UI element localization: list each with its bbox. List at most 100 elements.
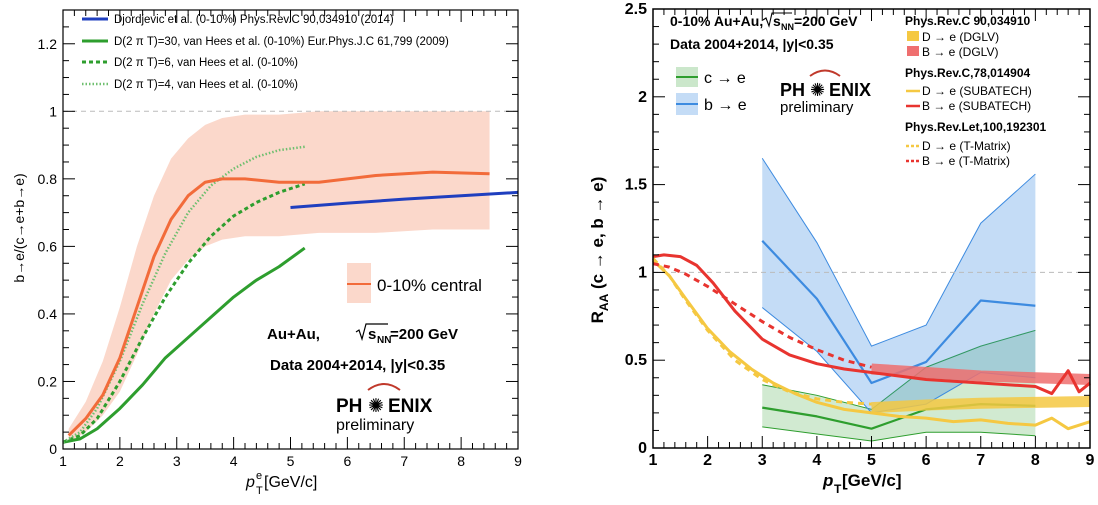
legend-label: Djordjevic et al. (0-10%) Phys.Rev.C 90,… bbox=[114, 14, 394, 26]
series-line bbox=[62, 182, 306, 444]
annotation-s: s bbox=[368, 326, 376, 343]
annotation-nn: NN bbox=[377, 335, 391, 346]
x-axis-title-sub: T bbox=[834, 482, 842, 496]
x-tick-label: 6 bbox=[343, 453, 351, 469]
series-line bbox=[651, 259, 1091, 431]
x-axis-title: p bbox=[822, 471, 833, 490]
series-line bbox=[290, 190, 519, 210]
uncertainty-band bbox=[68, 111, 490, 443]
annotation-nn: NN bbox=[781, 22, 794, 32]
y-axis-title: RAA (c → e, b → e) bbox=[588, 177, 611, 324]
y-tick-label: 0.8 bbox=[38, 171, 58, 187]
x-axis-title-unit: [GeV/c] bbox=[842, 471, 902, 490]
legend-label: c → e bbox=[704, 70, 746, 87]
annotation: 0-10% Au+Au, s NN =200 GeV Data 2004+201… bbox=[670, 12, 858, 52]
y-tick-label: 0.4 bbox=[38, 306, 58, 322]
x-tick-label: 9 bbox=[514, 453, 522, 469]
annotation-data: Data 2004+2014, |y|<0.35 bbox=[270, 357, 445, 374]
y-tick-label: 0.6 bbox=[38, 238, 58, 254]
x-tick-label: 1 bbox=[649, 452, 658, 469]
logo-sub: preliminary bbox=[780, 99, 854, 116]
legend-label: D(2 π T)=30, van Hees et al. (0-10%) Eur… bbox=[114, 36, 449, 48]
legend-label: 0-10% central bbox=[377, 276, 482, 295]
x-tick-label: 6 bbox=[922, 452, 931, 469]
legend-label: B → e (DGLV) bbox=[922, 45, 998, 59]
logo-left: PH bbox=[336, 396, 362, 417]
band-edge bbox=[761, 157, 1036, 347]
reference-tmatrix: Phys.Rev.Let,100,192301 bbox=[905, 120, 1047, 134]
legend-label: D → e (T-Matrix) bbox=[922, 139, 1011, 153]
legend-swatch bbox=[907, 31, 919, 41]
x-axis-title-unit: [GeV/c] bbox=[264, 474, 317, 491]
series-line bbox=[67, 170, 490, 437]
y-tick-label: 0 bbox=[49, 441, 57, 457]
phenix-logo: PH ✺ ENIX preliminary bbox=[336, 383, 433, 434]
logo-arc bbox=[367, 383, 401, 391]
logo-left: PH bbox=[780, 80, 805, 100]
annotation-energy: =200 GeV bbox=[794, 13, 858, 29]
y-tick-label: 0.2 bbox=[38, 373, 58, 389]
legend-label: B → e (T-Matrix) bbox=[922, 154, 1010, 168]
y-tick-label: 2.5 bbox=[625, 1, 647, 18]
y-tick-label: 1.5 bbox=[625, 177, 647, 194]
series-line bbox=[871, 363, 1091, 386]
y-tick-label: 0 bbox=[638, 440, 647, 457]
legend-label: D → e (SUBATECH) bbox=[922, 84, 1032, 98]
series-line bbox=[62, 246, 306, 444]
x-tick-label: 9 bbox=[1086, 452, 1095, 469]
x-tick-label: 7 bbox=[976, 452, 985, 469]
starburst-icon: ✺ bbox=[810, 80, 825, 100]
uncertainty-band bbox=[762, 330, 1036, 441]
legend-label: D → e (DGLV) bbox=[922, 30, 999, 44]
reference-subatech: Phys.Rev.C,78,014904 bbox=[905, 66, 1031, 80]
legend-label: D(2 π T)=4, van Hees et al. (0-10%) bbox=[114, 79, 298, 91]
annotation-s: s bbox=[773, 13, 781, 29]
x-axis-title-sup: e bbox=[256, 470, 262, 482]
legend-label: b → e bbox=[704, 97, 747, 114]
legend-label: D(2 π T)=6, van Hees et al. (0-10%) bbox=[114, 57, 298, 69]
left-chart: 1 2 3 4 5 6 7 8 9 0 0.2 0.4 0.6 0.8 1 1.2 Djordjevic et… bbox=[11, 9, 522, 497]
annotation: Au+Au, s NN =200 GeV Data 2004+2014, |y|… bbox=[267, 323, 458, 374]
data-legend: c → e b → e bbox=[676, 67, 747, 115]
x-tick-label: 4 bbox=[230, 453, 238, 469]
reference-dglv: Phys.Rev.C 90,034910 bbox=[905, 14, 1031, 28]
y-tick-label: 2 bbox=[638, 89, 647, 106]
uncertainty-band bbox=[762, 158, 1036, 413]
x-tick-label: 2 bbox=[116, 453, 124, 469]
phenix-logo: PH ✺ ENIX preliminary bbox=[780, 69, 871, 116]
logo-right: ENIX bbox=[388, 396, 433, 417]
central-legend: 0-10% central bbox=[347, 263, 482, 303]
x-tick-label: 8 bbox=[1031, 452, 1040, 469]
annotation-system: Au+Au, bbox=[267, 326, 320, 343]
series-line bbox=[62, 145, 305, 444]
model-legend: Phys.Rev.C 90,034910 D → e (DGLV) B → e … bbox=[905, 14, 1047, 168]
x-tick-label: 3 bbox=[758, 452, 767, 469]
logo-sub: preliminary bbox=[336, 417, 414, 434]
sqrt-sign bbox=[762, 12, 792, 28]
x-tick-label: 2 bbox=[703, 452, 712, 469]
x-tick-label: 5 bbox=[867, 452, 876, 469]
legend-label: B → e (SUBATECH) bbox=[922, 99, 1031, 113]
x-tick-label: 8 bbox=[457, 453, 465, 469]
sqrt-sign bbox=[355, 323, 388, 342]
x-tick-label: 4 bbox=[812, 452, 821, 469]
x-tick-label: 7 bbox=[400, 453, 408, 469]
x-tick-label: 5 bbox=[287, 453, 295, 469]
band-edge bbox=[762, 426, 1036, 442]
legend-swatch bbox=[907, 46, 919, 56]
x-axis-title-sub: T bbox=[256, 485, 263, 497]
annotation-data: Data 2004+2014, |y|<0.35 bbox=[670, 36, 834, 52]
annotation-energy: =200 GeV bbox=[390, 326, 458, 343]
y-tick-label: 1 bbox=[638, 264, 647, 281]
x-tick-label: 3 bbox=[173, 453, 181, 469]
x-tick-label: 1 bbox=[59, 453, 67, 469]
y-axis-title: b→e/(c→e+b→e) bbox=[11, 173, 27, 282]
right-chart: 1 2 3 4 5 6 7 8 9 0 0.5 1 1.5 2 2.5 0-10% Au+Au, s NN … bbox=[588, 1, 1095, 496]
series-line bbox=[651, 257, 872, 406]
series-line bbox=[871, 395, 1091, 414]
series-line bbox=[652, 262, 872, 369]
annotation-system: 0-10% Au+Au, bbox=[670, 13, 763, 29]
y-tick-label: 0.5 bbox=[625, 352, 647, 369]
band-edge bbox=[762, 329, 1036, 410]
